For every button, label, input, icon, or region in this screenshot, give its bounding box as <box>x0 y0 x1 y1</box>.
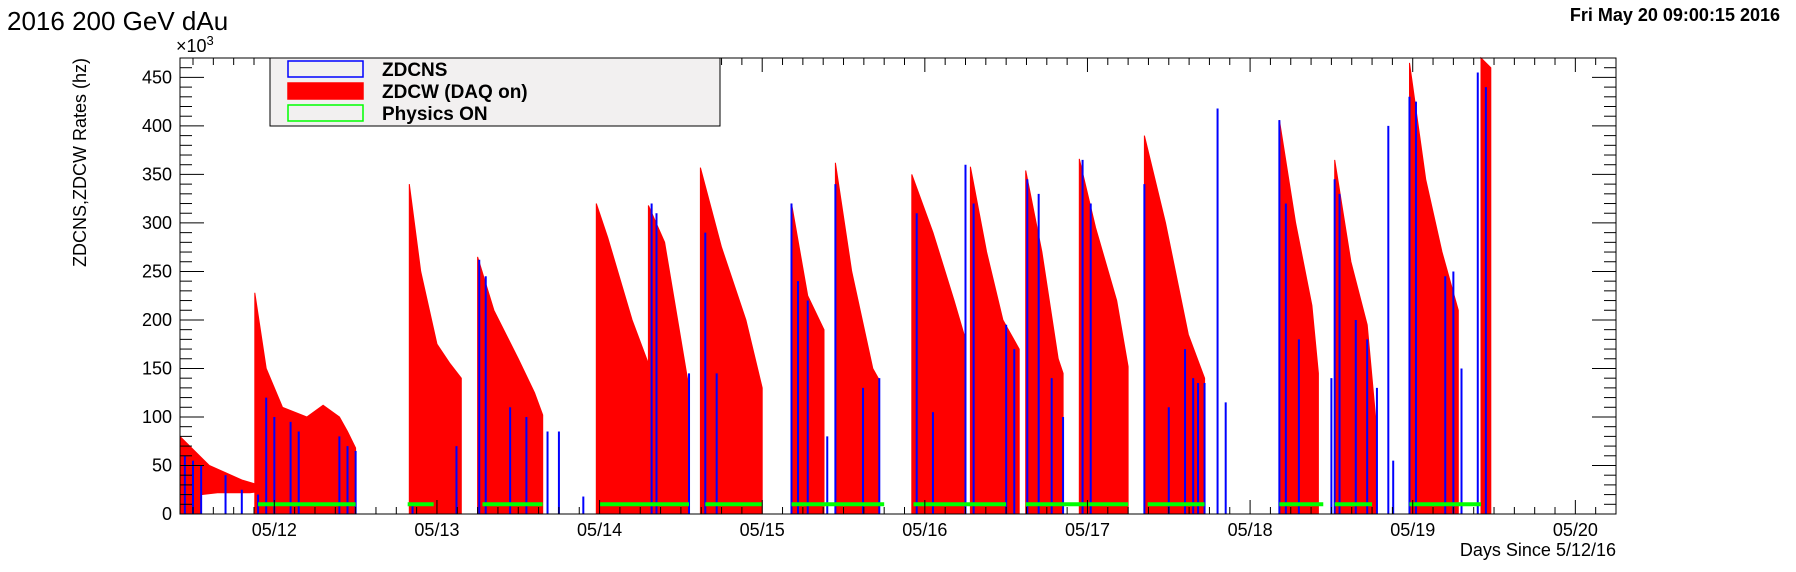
y-tick-label: 100 <box>142 407 172 427</box>
y-tick-label: 50 <box>152 455 172 475</box>
x-tick-label: 05/19 <box>1390 520 1435 540</box>
zdcw-rate-fill <box>1143 135 1206 515</box>
zdcw-rate-fill <box>699 167 763 515</box>
x-tick-label: 05/15 <box>740 520 785 540</box>
x-tick-label: 05/17 <box>1065 520 1110 540</box>
timestamp: Fri May 20 09:00:15 2016 <box>1569 5 1780 25</box>
legend-swatch <box>287 82 364 100</box>
y-multiplier: ×103 <box>176 33 214 56</box>
y-tick-label: 150 <box>142 358 172 378</box>
chart-title: 2016 200 GeV dAu <box>7 6 229 36</box>
y-axis: 0 50 100 150 200 250 300 350 400 450 <box>142 57 1616 524</box>
plot-frame <box>179 57 1617 515</box>
y-tick-label: 0 <box>162 504 172 524</box>
legend-swatch <box>287 104 364 122</box>
x-tick-label: 05/20 <box>1553 520 1598 540</box>
y-tick-label: 200 <box>142 310 172 330</box>
zdcns-spike-group <box>183 72 1487 514</box>
x-tick-label: 05/14 <box>577 520 622 540</box>
y-tick-label: 350 <box>142 164 172 184</box>
y-tick-label: 250 <box>142 261 172 281</box>
y-tick-label: 450 <box>142 67 172 87</box>
x-tick-label: 05/18 <box>1228 520 1273 540</box>
y-multiplier-exponent: 3 <box>207 33 214 48</box>
zdcw-rate-fill <box>647 205 690 515</box>
zdcw-rate-fill <box>834 162 880 515</box>
zdcw-rate-fill <box>969 166 1020 515</box>
zdcw-rate-fill <box>595 203 657 515</box>
legend-swatch <box>287 60 364 78</box>
x-axis-label: Days Since 5/12/16 <box>1460 540 1616 560</box>
zdcw-rate-fill <box>408 184 462 515</box>
x-tick-label: 05/16 <box>902 520 947 540</box>
legend-label: Physics ON <box>382 104 488 125</box>
legend-label: ZDCNS <box>382 60 447 81</box>
x-axis: 05/12 05/13 05/14 05/15 05/16 05/17 05/18 05/19… <box>192 58 1617 540</box>
x-tick-label: 05/12 <box>252 520 297 540</box>
x-tick-label: 05/13 <box>414 520 459 540</box>
zdcw-rate-fill <box>1078 158 1129 515</box>
zdcw-rate-fill <box>254 292 357 515</box>
plot-border <box>179 57 1617 515</box>
legend-label: ZDCW (DAQ on) <box>382 82 528 103</box>
axis-labels: Days Since 5/12/16 ZDCNS,ZDCW Rates (hz) ×… <box>70 33 1616 560</box>
y-axis-label: ZDCNS,ZDCW Rates (hz) <box>70 58 90 267</box>
y-tick-label: 300 <box>142 213 172 233</box>
zdcw-rate-fill <box>1025 170 1064 515</box>
y-tick-label: 400 <box>142 116 172 136</box>
zdcw-rate-fill <box>911 174 966 515</box>
